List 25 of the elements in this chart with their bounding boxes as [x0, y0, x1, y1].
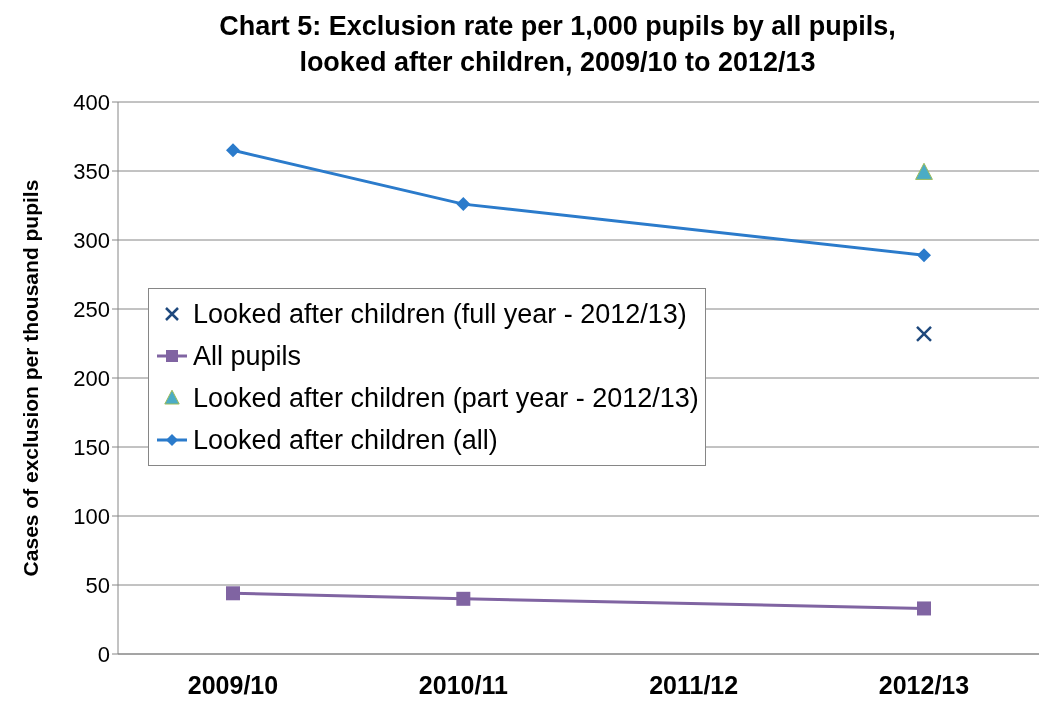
- point: [226, 586, 240, 601]
- y-tick-label: 50: [85, 572, 110, 598]
- x-tick-label: 2011/12: [649, 670, 739, 699]
- y-axis-title: Cases of exclusion per thousand pupils: [18, 179, 42, 577]
- point: [917, 601, 931, 616]
- y-tick-label: 300: [73, 227, 110, 253]
- y-tick-label: 200: [73, 365, 110, 391]
- y-tick-label: 250: [73, 296, 110, 322]
- point: [226, 143, 240, 158]
- legend-label: All pupils: [193, 340, 302, 372]
- y-tick-label: 150: [73, 434, 110, 460]
- legend-label: Looked after children (part year - 2012/13): [193, 382, 699, 414]
- y-tick-label: 400: [73, 89, 110, 115]
- chart-title: Chart 5: Exclusion rate per 1,000 pupils by all pupils, looked after children, 2009/10 to 2012/13: [218, 10, 897, 79]
- legend-label: Looked after children (all): [193, 424, 498, 456]
- y-tick-label: 100: [73, 503, 110, 529]
- x-tick-label: 2010/11: [418, 670, 508, 699]
- x-tick-label: 2012/13: [878, 670, 970, 699]
- point: [917, 248, 931, 263]
- x-tick-label: 2009/10: [187, 670, 279, 699]
- y-tick-label: 350: [73, 158, 110, 184]
- legend-label: Looked after children (full year - 2012/13): [193, 298, 687, 330]
- point: [456, 197, 471, 212]
- y-tick-label: 0: [97, 641, 110, 667]
- point: [456, 591, 471, 606]
